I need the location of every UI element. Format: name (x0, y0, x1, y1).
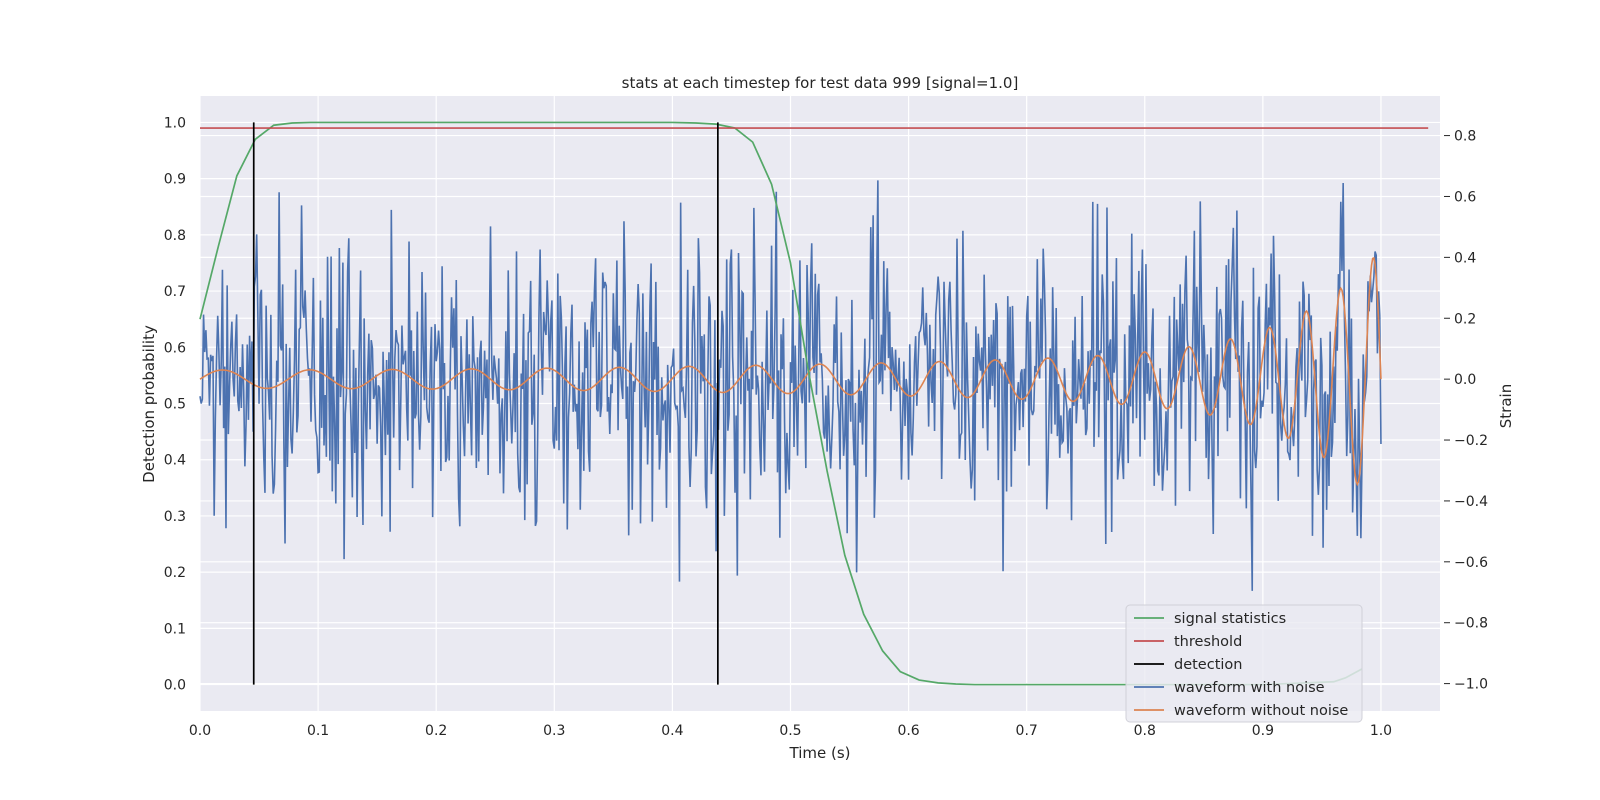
x-axis-label: Time (s) (789, 744, 851, 762)
legend-label: detection (1174, 657, 1242, 673)
y-tick-label: 0.4 (164, 453, 186, 469)
series-waveform-with-noise (199, 180, 1382, 591)
x-tick-label: 0.4 (661, 723, 683, 739)
y2-tick-label: −0.2 (1454, 433, 1488, 449)
y2-tick-label: 0.0 (1454, 372, 1476, 388)
legend-label: threshold (1174, 634, 1242, 650)
x-tick-label: 0.2 (425, 723, 447, 739)
legend-label: waveform with noise (1174, 680, 1325, 696)
y-tick-label: 0.3 (164, 509, 186, 525)
legend-label: signal statistics (1174, 611, 1286, 627)
series-waveform-without-noise (199, 256, 1382, 487)
x-tick-labels: 0.0 0.1 0.2 0.3 0.4 0.5 0.6 0.7 0.8 0.9 1.0 (189, 723, 1392, 739)
y2-tick-label: −0.8 (1454, 616, 1488, 632)
series-layer (199, 121, 1429, 686)
y-tick-label: 0.0 (164, 678, 186, 694)
y2-tick-label: −0.4 (1454, 494, 1488, 510)
y2-tick-label: 0.4 (1454, 250, 1476, 266)
y2-tick-labels: −1.0 −0.8 −0.6 −0.4 −0.2 0.0 0.2 0.4 0.6 0.8 (1444, 129, 1488, 693)
y2-tick-label: −0.6 (1454, 555, 1488, 571)
y-tick-label: 0.5 (164, 397, 186, 413)
y2-tick-label: 0.6 (1454, 189, 1476, 205)
x-tick-label: 0.6 (897, 723, 919, 739)
x-tick-label: 0.7 (1016, 723, 1038, 739)
legend-label: waveform without noise (1174, 703, 1348, 719)
y-tick-labels: 0.0 0.1 0.2 0.3 0.4 0.5 0.6 0.7 0.8 0.9 1.0 (164, 115, 186, 693)
y-tick-label: 0.2 (164, 565, 186, 581)
chart-title: stats at each timestep for test data 999… (622, 74, 1019, 92)
x-tick-label: 0.3 (543, 723, 565, 739)
y-tick-label: 0.6 (164, 340, 186, 356)
y2-tick-label: 0.8 (1454, 129, 1476, 145)
y-tick-label: 0.8 (164, 228, 186, 244)
y-axis-label: Detection probability (140, 325, 158, 483)
x-tick-label: 1.0 (1370, 723, 1392, 739)
legend-box (1125, 604, 1363, 723)
y-tick-label: 0.9 (164, 172, 186, 188)
x-tick-label: 0.9 (1252, 723, 1274, 739)
y2-axis-label: Strain (1497, 384, 1515, 428)
y-tick-label: 0.7 (164, 284, 186, 300)
x-tick-label: 0.8 (1134, 723, 1156, 739)
legend: signal statistics threshold detection wavef… (1125, 604, 1363, 723)
series-signal-statistics (199, 121, 1363, 686)
y-tick-label: 0.1 (164, 621, 186, 637)
y-tick-label: 1.0 (164, 115, 186, 131)
x-tick-label: 0.1 (307, 723, 329, 739)
y2-tick-label: 0.2 (1454, 311, 1476, 327)
y2-tick-label: −1.0 (1454, 677, 1488, 693)
x-tick-label: 0.0 (189, 723, 211, 739)
x-tick-label: 0.5 (779, 723, 801, 739)
